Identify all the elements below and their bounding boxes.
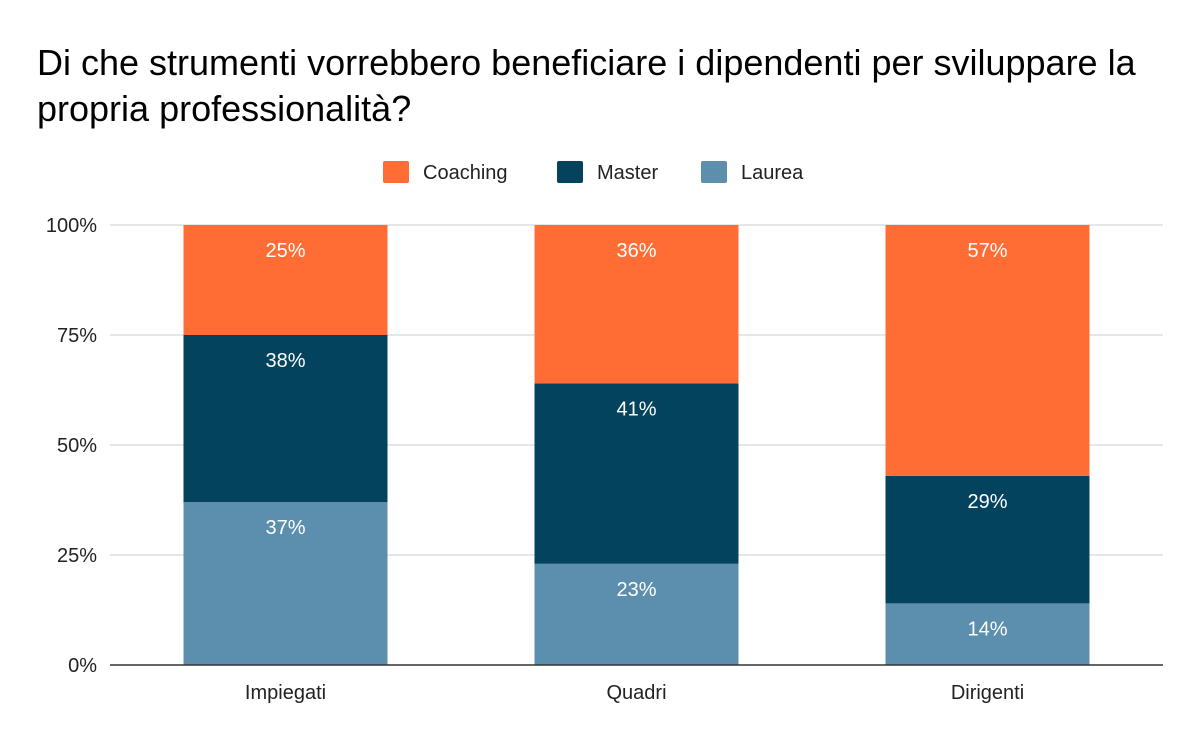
bar-laurea-quadri (534, 563, 739, 665)
bars (183, 225, 1090, 665)
y-tick-label: 75% (57, 325, 97, 347)
data-label: 25% (265, 240, 305, 262)
bar-laurea-impiegati (183, 502, 388, 665)
legend-label-master: Master (597, 162, 658, 184)
x-tick-label: Dirigenti (951, 682, 1024, 704)
bar-master-quadri (534, 383, 739, 564)
x-tick-label: Impiegati (245, 682, 326, 704)
legend-swatch-coaching (383, 161, 409, 183)
data-label: 14% (967, 618, 1007, 640)
legend: Coaching Master Laurea (383, 161, 804, 184)
data-labels: 37% 38% 25% 23% 41% 36% 14% 29% 57% (265, 240, 1007, 640)
legend-label-laurea: Laurea (741, 162, 804, 184)
data-label: 37% (265, 517, 305, 539)
y-tick-label: 100% (46, 215, 97, 237)
bar-coaching-impiegati (183, 225, 388, 335)
data-label: 23% (616, 579, 656, 601)
chart-title: Di che strumenti vorrebbero beneficiare … (37, 42, 1136, 129)
legend-label-coaching: Coaching (423, 162, 508, 184)
legend-swatch-master (557, 161, 583, 183)
bar-master-impiegati (183, 335, 388, 503)
axes: 0% 25% 50% 75% 100% Impiegati Quadri Dirigenti (46, 215, 1163, 704)
y-tick-label: 50% (57, 435, 97, 457)
data-label: 57% (967, 240, 1007, 262)
bar-coaching-quadri (534, 225, 739, 384)
x-tick-label: Quadri (606, 682, 666, 704)
legend-swatch-laurea (701, 161, 727, 183)
data-label: 36% (616, 240, 656, 262)
bar-laurea-dirigenti (885, 603, 1090, 665)
bar-coaching-dirigenti (885, 225, 1090, 476)
bar-master-dirigenti (885, 475, 1090, 604)
data-label: 41% (616, 398, 656, 420)
data-label: 29% (967, 491, 1007, 513)
y-tick-label: 25% (57, 545, 97, 567)
y-tick-label: 0% (68, 655, 97, 677)
data-label: 38% (265, 350, 305, 372)
